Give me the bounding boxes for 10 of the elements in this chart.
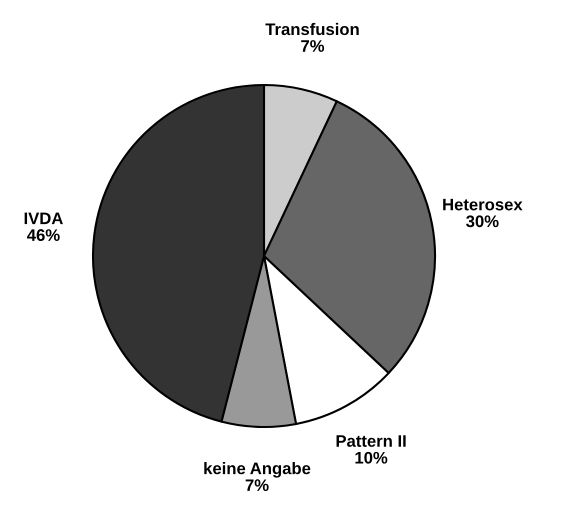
data-label: 30%: [466, 215, 499, 228]
slice-label: IVDA: [24, 212, 63, 224]
data-label: 7%: [301, 40, 324, 52]
slice-label: keine Angabe: [204, 462, 310, 478]
slice-label: Transfusion: [265, 22, 359, 36]
data-label: 46%: [27, 229, 60, 241]
slice-label: Heterosex: [443, 198, 523, 210]
slice-label: Pattern II: [336, 435, 406, 447]
data-label: 7%: [246, 479, 269, 492]
data-label: 10%: [355, 452, 388, 464]
